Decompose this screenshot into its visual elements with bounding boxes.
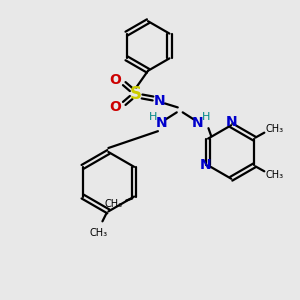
Text: N: N xyxy=(156,116,168,130)
Text: H: H xyxy=(202,112,211,122)
Text: CH₃: CH₃ xyxy=(104,200,122,209)
Text: N: N xyxy=(199,158,211,172)
Text: CH₃: CH₃ xyxy=(89,228,107,238)
Text: O: O xyxy=(110,73,121,87)
Text: N: N xyxy=(192,116,203,130)
Text: S: S xyxy=(130,85,142,103)
Text: CH₃: CH₃ xyxy=(265,124,283,134)
Text: N: N xyxy=(154,94,166,109)
Text: O: O xyxy=(110,100,121,114)
Text: CH₃: CH₃ xyxy=(265,170,283,180)
Text: H: H xyxy=(149,112,157,122)
Text: N: N xyxy=(225,115,237,129)
